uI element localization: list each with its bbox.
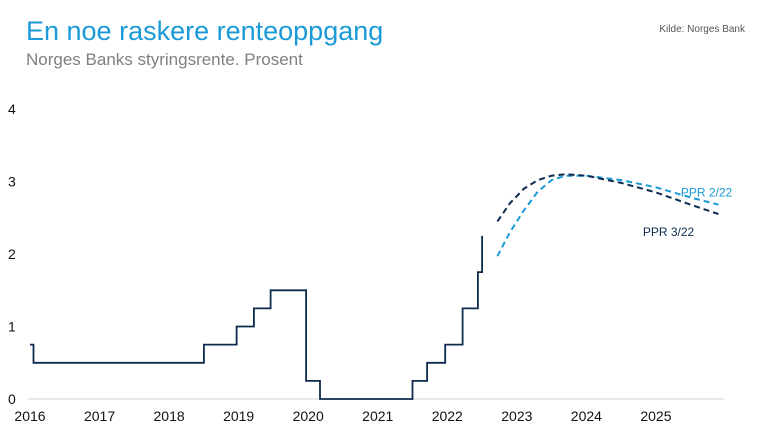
x-tick-label: 2022 <box>432 408 463 424</box>
x-tick-label: 2018 <box>154 408 185 424</box>
y-axis-ticks: 0 1 2 3 4 <box>8 101 16 407</box>
y-tick-label: 3 <box>8 174 16 190</box>
series-line-historic <box>30 235 484 400</box>
x-tick-label: 2021 <box>362 408 393 424</box>
series-label-ppr-2-22: PPR 2/22 <box>681 186 733 200</box>
x-tick-label: 2019 <box>223 408 254 424</box>
series-line-ppr-2-22 <box>496 174 719 257</box>
series-labels: PPR 2/22 PPR 3/22 <box>643 186 733 239</box>
y-tick-label: 1 <box>8 319 16 335</box>
series-group <box>30 173 719 400</box>
x-tick-label: 2025 <box>640 408 671 424</box>
source-label: Kilde: Norges Bank <box>659 24 745 35</box>
x-tick-label: 2020 <box>293 408 324 424</box>
x-tick-label: 2024 <box>571 408 602 424</box>
x-tick-label: 2017 <box>84 408 115 424</box>
y-tick-label: 2 <box>8 246 16 262</box>
chart-subtitle: Norges Banks styringsrente. Prosent <box>26 50 303 69</box>
chart-title: En noe raskere renteoppgang <box>26 16 384 46</box>
y-tick-label: 4 <box>8 101 16 117</box>
x-tick-label: 2023 <box>501 408 532 424</box>
x-axis-ticks: 2016 2017 2018 2019 2020 2021 2022 2023 2024 2025 <box>14 408 671 424</box>
series-label-ppr-3-22: PPR 3/22 <box>643 225 695 239</box>
series-line-ppr-3-22 <box>496 173 719 222</box>
x-tick-label: 2016 <box>14 408 45 424</box>
y-tick-label: 0 <box>8 391 16 407</box>
